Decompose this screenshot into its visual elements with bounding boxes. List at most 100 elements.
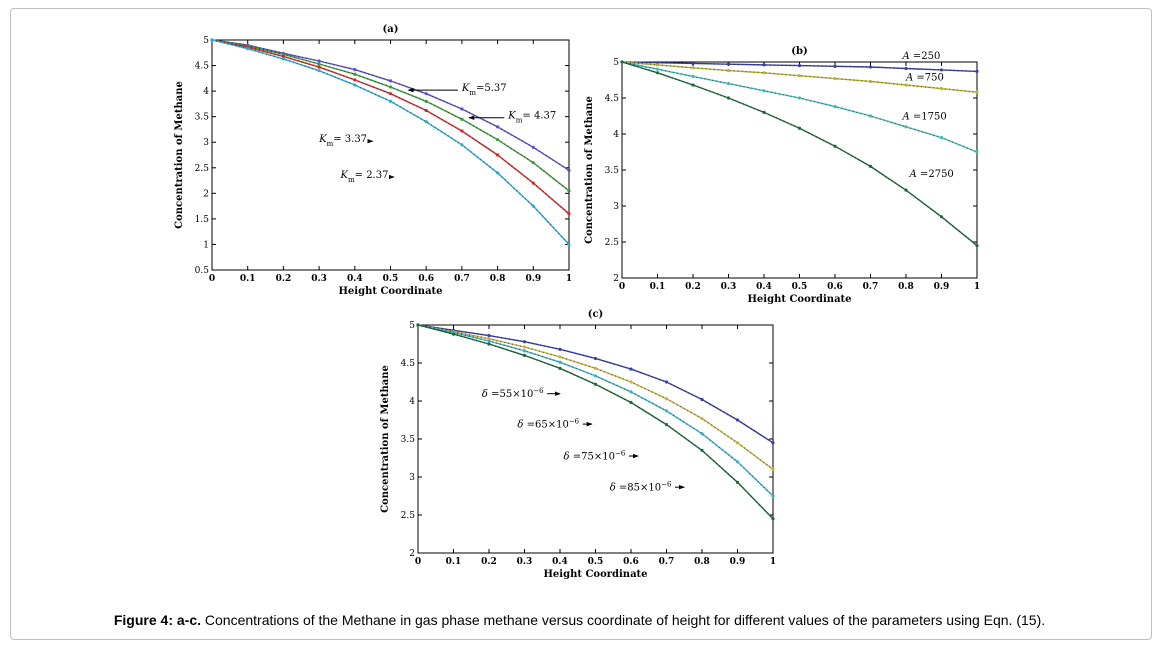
y-tick-label: 4.5 (195, 62, 210, 72)
series-1 (620, 60, 979, 73)
data-point (567, 212, 571, 216)
x-tick-label: 0.1 (240, 274, 256, 284)
data-point (868, 79, 873, 84)
data-point (353, 72, 357, 76)
data-point (388, 79, 393, 83)
series-dots (621, 61, 978, 153)
y-tick-label: 3.5 (605, 166, 620, 176)
x-tick-label: 0.9 (934, 282, 950, 292)
x-tick-label: 0.4 (552, 557, 568, 567)
y-tick-label: 2.5 (195, 164, 210, 174)
series-dots (211, 39, 570, 245)
y-tick-label: 3.5 (401, 435, 416, 445)
data-point (664, 422, 669, 427)
data-point (797, 126, 802, 130)
annotation-label: A =1750 (901, 112, 946, 123)
data-point (771, 494, 775, 498)
x-tick-label: 0.9 (730, 557, 746, 567)
x-tick-label: 0.4 (347, 274, 363, 284)
x-tick-label: 0.8 (898, 282, 914, 292)
annotation-label: δ =55×10−6 (482, 387, 544, 400)
series-3 (620, 60, 979, 154)
data-point (833, 144, 837, 148)
series-dots (211, 39, 570, 171)
data-point (868, 65, 873, 69)
series-dots (417, 324, 774, 470)
y-axis-label: Concentration of Methane (380, 365, 391, 513)
data-point (487, 337, 491, 341)
data-point (567, 189, 571, 193)
data-point (664, 380, 669, 384)
data-point (353, 78, 357, 82)
data-point (629, 380, 633, 384)
figure-frame (10, 8, 1152, 640)
y-tick-label: 1.5 (195, 215, 210, 225)
x-tick-label: 0.5 (383, 274, 399, 284)
panel-title: (c) (588, 309, 604, 320)
data-point (868, 114, 873, 118)
data-point (664, 409, 669, 413)
data-point (797, 74, 802, 78)
y-tick-label: 2 (409, 549, 415, 559)
data-point (975, 90, 979, 94)
x-axis-label: Height Coordinate (338, 286, 442, 297)
data-point (975, 150, 979, 154)
data-point (593, 366, 598, 370)
x-tick-label: 0 (209, 274, 215, 284)
data-point (424, 92, 428, 96)
data-point (424, 120, 428, 124)
x-tick-label: 0.1 (446, 557, 462, 567)
series-2 (210, 38, 571, 193)
data-point (771, 467, 775, 471)
x-axis-label: Height Coordinate (543, 569, 647, 580)
series-line (621, 61, 978, 247)
data-point (939, 215, 944, 219)
y-tick-label: 4.5 (401, 359, 416, 369)
y-axis-label: Concentration of Methane (584, 96, 595, 244)
series-dots (621, 61, 978, 247)
data-point (700, 397, 704, 402)
data-point (424, 99, 428, 103)
series-4 (620, 60, 979, 248)
x-tick-label: 0.1 (650, 282, 666, 292)
x-tick-label: 0.5 (588, 557, 604, 567)
panel-title: (b) (791, 46, 807, 57)
annotation-label: δ =65×10−6 (517, 418, 579, 431)
data-point (317, 59, 321, 63)
data-point (317, 65, 321, 69)
y-axis-label: Concentration of Methane (174, 81, 185, 229)
x-tick-label: 1 (770, 557, 776, 567)
annotation-label: Km=5.37 (461, 83, 507, 97)
data-point (762, 110, 766, 114)
chart-panel-c: (c) 0 0.1 0.2 0.3 0.4 0.5 0.6 0.7 0.8 0.9 1 2 2.5 3 3.5… (380, 309, 776, 580)
x-tick-label: 0.3 (721, 282, 737, 292)
x-tick-label: 0.2 (481, 557, 497, 567)
data-point (416, 323, 420, 327)
caption-label: Figure 4: a-c. (113, 612, 201, 628)
data-point (531, 145, 535, 149)
data-point (726, 96, 731, 100)
data-point (593, 374, 598, 378)
data-point (246, 47, 250, 51)
plot-frame (211, 39, 570, 271)
y-tick-label: 3 (613, 202, 619, 212)
data-point (558, 355, 562, 359)
data-point (691, 66, 695, 70)
x-tick-label: 0.8 (490, 274, 506, 284)
data-point (496, 153, 500, 157)
data-point (460, 143, 464, 147)
data-point (558, 366, 562, 370)
x-tick-label: 0.3 (517, 557, 533, 567)
y-tick-label: 2.5 (401, 511, 416, 521)
y-tick-label: 3.5 (195, 113, 210, 123)
series-dots (211, 39, 570, 215)
data-point (700, 432, 704, 436)
series-4 (210, 38, 571, 247)
data-point (281, 54, 285, 58)
data-point (726, 62, 731, 66)
data-point (691, 83, 695, 87)
data-point (771, 441, 775, 445)
data-point (904, 188, 908, 192)
series-dots (621, 61, 978, 93)
data-point (691, 61, 695, 66)
